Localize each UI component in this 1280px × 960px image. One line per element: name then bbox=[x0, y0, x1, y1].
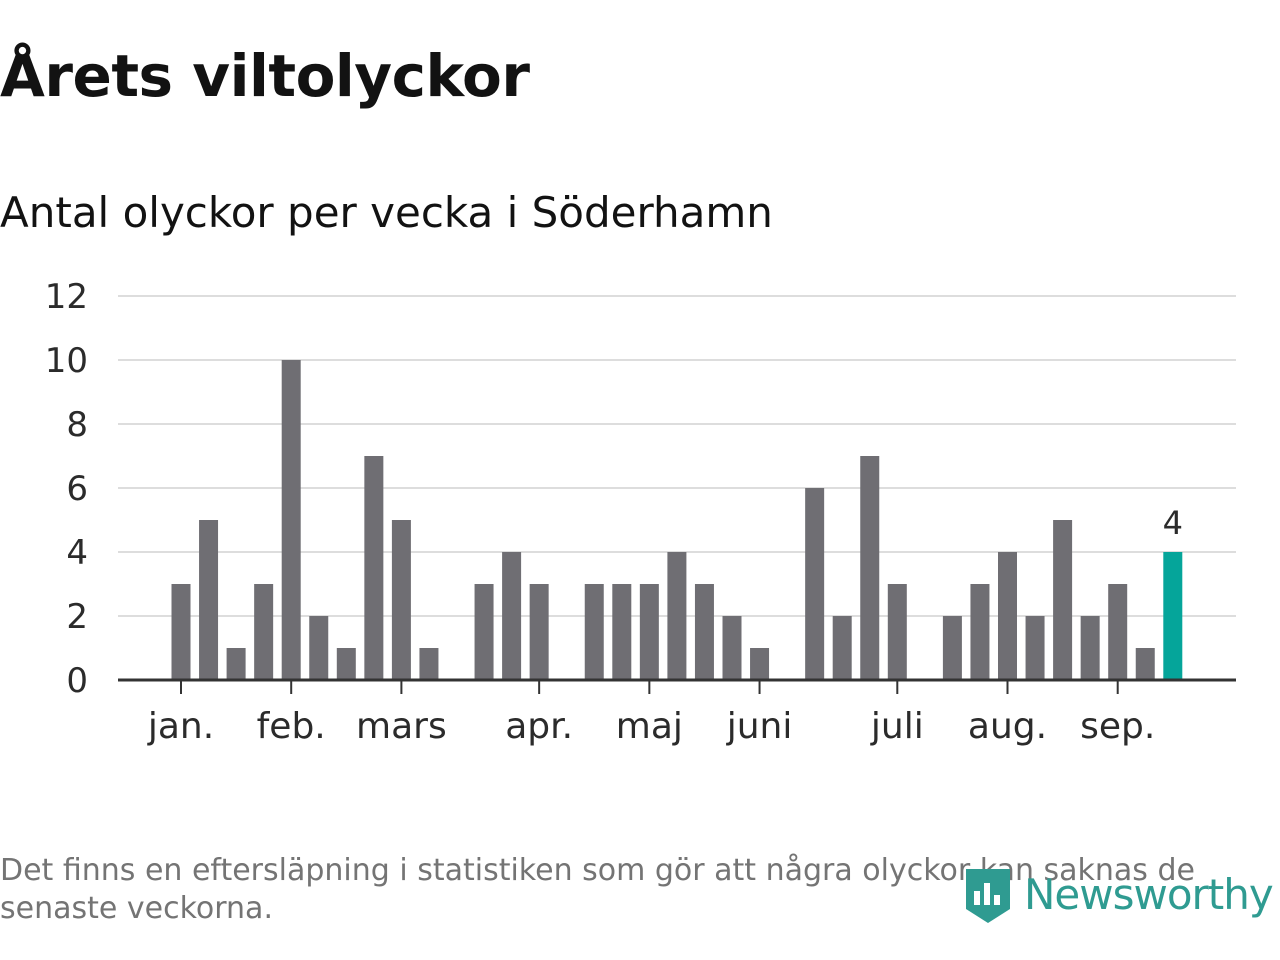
newsworthy-logo-icon bbox=[966, 869, 1010, 923]
y-axis-labels: 0 2 4 6 8 10 12 bbox=[45, 277, 88, 701]
x-tick-label: mars bbox=[356, 706, 447, 747]
bar bbox=[970, 584, 990, 680]
bar bbox=[612, 584, 632, 680]
bar bbox=[1108, 584, 1128, 680]
y-tick-label: 0 bbox=[66, 661, 88, 701]
y-tick-label: 2 bbox=[66, 597, 88, 637]
bar bbox=[1053, 520, 1073, 680]
x-tick-label: maj bbox=[616, 706, 683, 747]
bar bbox=[226, 648, 246, 680]
x-tick-label: aug. bbox=[968, 706, 1047, 747]
bar bbox=[1080, 616, 1100, 680]
bar bbox=[805, 488, 825, 680]
y-tick-label: 6 bbox=[66, 469, 88, 509]
y-tick-label: 4 bbox=[66, 533, 88, 573]
bar bbox=[254, 584, 274, 680]
bar bbox=[694, 584, 714, 680]
bar bbox=[860, 456, 880, 680]
y-tick-label: 12 bbox=[45, 277, 88, 317]
bar bbox=[667, 552, 687, 680]
bar bbox=[887, 584, 907, 680]
bar bbox=[529, 584, 549, 680]
y-tick-label: 10 bbox=[45, 341, 88, 381]
bar bbox=[391, 520, 411, 680]
bar bbox=[502, 552, 522, 680]
bar bbox=[942, 616, 962, 680]
bar bbox=[750, 648, 770, 680]
bar bbox=[1135, 648, 1155, 680]
bar bbox=[832, 616, 852, 680]
bar bbox=[309, 616, 329, 680]
chart-subtitle: Antal olyckor per vecka i Söderhamn bbox=[0, 188, 773, 237]
bar bbox=[998, 552, 1017, 680]
bar bbox=[281, 360, 301, 680]
bar bbox=[199, 520, 219, 680]
bar bbox=[364, 456, 384, 680]
brand-logo: Newsworthy bbox=[962, 860, 1274, 928]
bar bbox=[171, 584, 191, 680]
x-tick-label: sep. bbox=[1080, 706, 1155, 747]
x-tick-label: juni bbox=[726, 706, 793, 747]
chart-title: Årets viltolyckor bbox=[0, 42, 530, 110]
x-axis-ticks: jan. feb. mars apr. maj juni juli aug. sep. bbox=[147, 680, 1155, 747]
x-tick-label: feb. bbox=[257, 706, 326, 747]
bar bbox=[1025, 616, 1045, 680]
x-tick-label: jan. bbox=[147, 706, 214, 747]
bar-chart: 0 2 4 6 8 10 12 jan. feb. mars apr. maj juni juli aug… bbox=[45, 277, 1236, 747]
bar bbox=[584, 584, 604, 680]
bars bbox=[171, 360, 1183, 680]
x-tick-label: juli bbox=[870, 706, 924, 747]
bar bbox=[722, 616, 742, 680]
y-tick-label: 8 bbox=[66, 405, 88, 445]
bar bbox=[639, 584, 659, 680]
gridlines bbox=[118, 295, 1236, 617]
annotations: 4 bbox=[1163, 504, 1183, 542]
bar bbox=[474, 584, 494, 680]
brand-name: Newsworthy bbox=[1024, 869, 1274, 919]
data-label: 4 bbox=[1163, 504, 1183, 542]
bar bbox=[336, 648, 356, 680]
bar-highlight bbox=[1163, 552, 1183, 680]
bar bbox=[419, 648, 439, 680]
x-tick-label: apr. bbox=[505, 706, 573, 747]
